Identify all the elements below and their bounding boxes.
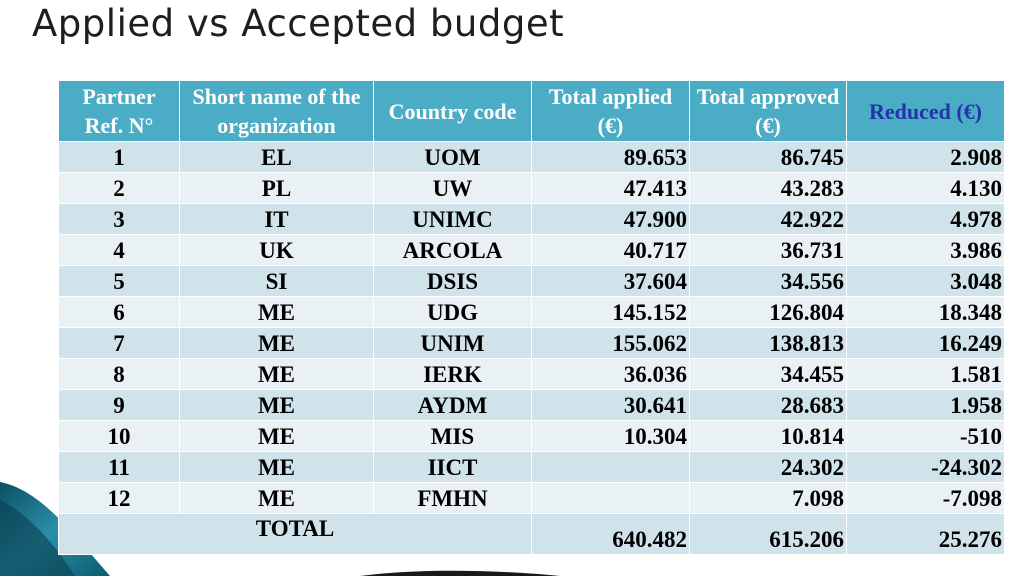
cell-applied [531,482,690,514]
cell-applied: 36.036 [531,358,690,390]
table-row: 11 ME IICT 24.302 -24.302 [58,451,1005,483]
table-row: 6 ME UDG 145.152 126.804 18.348 [58,296,1005,328]
cell-reduced: -7.098 [846,482,1005,514]
cell-applied: 145.152 [531,296,690,328]
cell-approved: 43.283 [689,172,847,204]
header-short-name: Short name of the organization [179,80,374,142]
cell-reduced: -510 [846,420,1005,452]
cell-short-name: ME [179,296,374,328]
cell-short-name: ME [179,451,374,483]
header-country-code: Country code [373,80,532,142]
cell-applied: 40.717 [531,234,690,266]
header-reduced: Reduced (€) [846,80,1005,142]
cell-short-name: ME [179,420,374,452]
cell-country-code: FMHN [373,482,532,514]
cell-reduced: 16.249 [846,327,1005,359]
cell-applied: 155.062 [531,327,690,359]
total-applied: 640.482 [531,513,690,555]
cell-country-code: ARCOLA [373,234,532,266]
cell-country-code: IICT [373,451,532,483]
cell-applied: 89.653 [531,141,690,173]
cell-ref: 11 [58,451,180,483]
cell-applied: 30.641 [531,389,690,421]
cell-country-code: UDG [373,296,532,328]
cell-country-code: UOM [373,141,532,173]
cell-short-name: ME [179,389,374,421]
cell-short-name: ME [179,327,374,359]
cell-country-code: UNIM [373,327,532,359]
cell-reduced: 4.978 [846,203,1005,235]
cell-approved: 34.455 [689,358,847,390]
cell-approved: 42.922 [689,203,847,235]
cell-ref: 7 [58,327,180,359]
cell-ref: 6 [58,296,180,328]
cell-country-code: AYDM [373,389,532,421]
table-row: 4 UK ARCOLA 40.717 36.731 3.986 [58,234,1005,266]
cell-short-name: ME [179,482,374,514]
cell-approved: 138.813 [689,327,847,359]
cell-ref: 4 [58,234,180,266]
budget-table: Partner Ref. N° Short name of the organi… [58,80,1005,555]
header-total-applied: Total applied (€) [531,80,690,142]
cell-applied: 37.604 [531,265,690,297]
cell-ref: 2 [58,172,180,204]
cell-short-name: PL [179,172,374,204]
cell-applied [531,451,690,483]
cell-country-code: MIS [373,420,532,452]
table-header-row: Partner Ref. N° Short name of the organi… [58,80,1005,142]
cell-country-code: UNIMC [373,203,532,235]
header-partner-ref: Partner Ref. N° [58,80,180,142]
slide-title: Applied vs Accepted budget [32,2,565,45]
table-row: 1 EL UOM 89.653 86.745 2.908 [58,141,1005,173]
header-total-approved: Total approved (€) [689,80,847,142]
cell-country-code: UW [373,172,532,204]
total-label: TOTAL [58,513,532,555]
cell-short-name: EL [179,141,374,173]
cell-ref: 1 [58,141,180,173]
cell-applied: 47.900 [531,203,690,235]
cell-ref: 12 [58,482,180,514]
cell-approved: 28.683 [689,389,847,421]
cell-approved: 34.556 [689,265,847,297]
table-row: 7 ME UNIM 155.062 138.813 16.249 [58,327,1005,359]
cell-country-code: IERK [373,358,532,390]
cell-ref: 8 [58,358,180,390]
cell-short-name: ME [179,358,374,390]
table-row: 2 PL UW 47.413 43.283 4.130 [58,172,1005,204]
cell-applied: 10.304 [531,420,690,452]
cell-approved: 86.745 [689,141,847,173]
table-row: 5 SI DSIS 37.604 34.556 3.048 [58,265,1005,297]
cell-approved: 10.814 [689,420,847,452]
cell-approved: 7.098 [689,482,847,514]
cell-ref: 9 [58,389,180,421]
cell-reduced: 2.908 [846,141,1005,173]
cell-applied: 47.413 [531,172,690,204]
cell-short-name: UK [179,234,374,266]
cell-ref: 3 [58,203,180,235]
table-row: 10 ME MIS 10.304 10.814 -510 [58,420,1005,452]
cell-approved: 24.302 [689,451,847,483]
total-reduced: 25.276 [846,513,1005,555]
table-row: 9 ME AYDM 30.641 28.683 1.958 [58,389,1005,421]
cell-short-name: SI [179,265,374,297]
cell-reduced: -24.302 [846,451,1005,483]
cell-approved: 126.804 [689,296,847,328]
table-row: 8 ME IERK 36.036 34.455 1.581 [58,358,1005,390]
cell-reduced: 1.581 [846,358,1005,390]
table-row: 3 IT UNIMC 47.900 42.922 4.978 [58,203,1005,235]
cell-reduced: 1.958 [846,389,1005,421]
total-approved: 615.206 [689,513,847,555]
cell-reduced: 18.348 [846,296,1005,328]
cell-reduced: 3.048 [846,265,1005,297]
table-row: 12 ME FMHN 7.098 -7.098 [58,482,1005,514]
cell-short-name: IT [179,203,374,235]
cell-reduced: 4.130 [846,172,1005,204]
cell-reduced: 3.986 [846,234,1005,266]
cell-approved: 36.731 [689,234,847,266]
cell-country-code: DSIS [373,265,532,297]
cell-ref: 5 [58,265,180,297]
cell-ref: 10 [58,420,180,452]
total-row: TOTAL 640.482 615.206 25.276 [58,513,1005,555]
